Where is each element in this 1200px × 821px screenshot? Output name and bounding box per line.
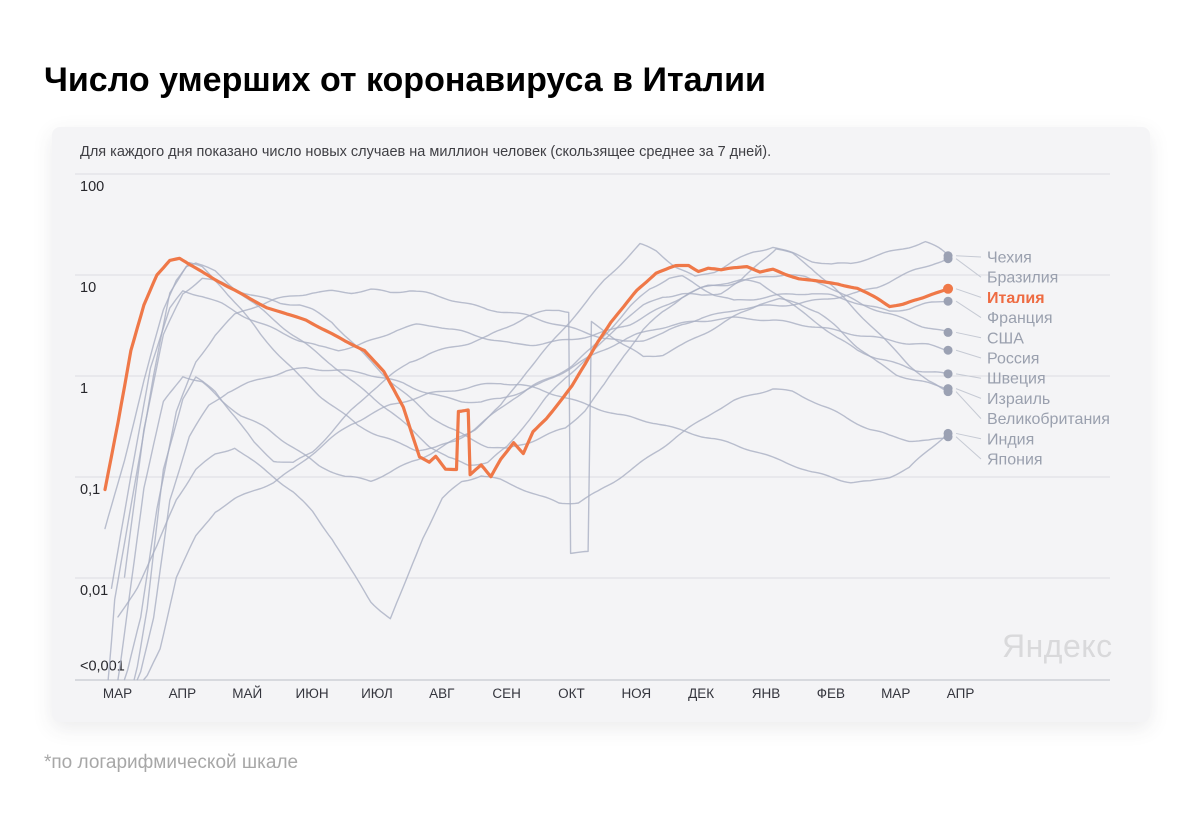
legend-item-usa[interactable]: США [987, 330, 1024, 347]
series-endpoint-sweden [943, 369, 953, 379]
chart-subtitle: Для каждого дня показано число новых слу… [80, 144, 772, 160]
month-label: ОКТ [558, 686, 585, 701]
series-endpoint-italy [943, 283, 954, 294]
month-label: СЕН [492, 686, 521, 701]
legend-item-india[interactable]: Индия [987, 431, 1034, 448]
legend-connector-russia [955, 349, 982, 359]
legend-item-israel[interactable]: Израиль [987, 391, 1050, 408]
chart-canvas[interactable]: 100 10 1 0,1 0,01 <0,001 МАР АПР МАЙ ИЮН ИЮЛ АВГ СЕН… [52, 127, 1150, 722]
page-title: Число умерших от коронавируса в Италии [44, 60, 766, 99]
legend-connector-france [955, 300, 982, 319]
series-line-brazil [123, 257, 949, 681]
series-line-sweden [123, 277, 949, 578]
legend-connector-israel [955, 388, 982, 399]
month-label: МАЙ [232, 686, 262, 701]
series-endpoint-japan [943, 432, 953, 442]
month-label: АПР [169, 686, 197, 701]
series-endpoint-usa [943, 327, 953, 337]
month-label: НОЯ [621, 686, 651, 701]
legend-item-czechia[interactable]: Чехия [987, 250, 1032, 267]
series-line-israel [133, 297, 949, 681]
series-line-italy [103, 256, 950, 492]
month-label: ИЮН [296, 686, 329, 701]
series-endpoint-brazil [943, 254, 953, 264]
month-label: АВГ [429, 686, 455, 701]
legend-item-russia[interactable]: Россия [987, 351, 1039, 368]
series-line-india [143, 382, 949, 681]
legend-item-brazil[interactable]: Бразилия [987, 270, 1058, 287]
series-line-russia [136, 316, 949, 681]
chart-card: Для каждого дня показано число новых слу… [52, 127, 1150, 722]
legend-connector-japan [955, 436, 982, 460]
series-line-japan [117, 388, 949, 620]
series-endpoint-france [943, 296, 953, 306]
legend-connector-india [955, 432, 982, 440]
series-endpoint-uk [943, 387, 953, 397]
series-endpoint-russia [943, 345, 953, 355]
month-label: ФЕВ [817, 686, 845, 701]
legend-item-uk[interactable]: Великобритания [987, 411, 1110, 428]
legend-connector-uk [955, 391, 982, 419]
month-label: ИЮЛ [361, 686, 393, 701]
series-line-usa [110, 273, 949, 589]
legend-connector-usa [955, 331, 982, 339]
y-tick-label: 0,01 [80, 583, 108, 599]
y-tick-label: 1 [80, 381, 88, 397]
month-label: МАР [881, 686, 910, 701]
legend-item-sweden[interactable]: Швеция [987, 371, 1046, 388]
log-scale-footnote: *по логарифмической шкале [44, 752, 299, 773]
legend-item-japan[interactable]: Япония [987, 452, 1043, 469]
legend-item-france[interactable]: Франция [987, 310, 1053, 327]
month-label: ДЕК [688, 686, 714, 701]
legend-connector-brazil [955, 258, 982, 278]
month-label: МАР [103, 686, 132, 701]
month-label: АПР [947, 686, 975, 701]
legend-connector-italy [955, 288, 982, 298]
y-tick-label: <0,001 [80, 659, 125, 675]
series-line-france [104, 261, 949, 530]
legend-connector-sweden [955, 373, 982, 379]
y-tick-label: 0,1 [80, 482, 100, 498]
month-label: ЯНВ [752, 686, 781, 701]
series-line-czechia [117, 240, 949, 681]
yandex-watermark: Яндекс [1002, 628, 1113, 664]
legend-connector-czechia [956, 255, 982, 258]
y-tick-label: 100 [80, 179, 104, 195]
y-tick-label: 10 [80, 280, 96, 296]
legend-item-italy[interactable]: Италия [987, 290, 1045, 307]
